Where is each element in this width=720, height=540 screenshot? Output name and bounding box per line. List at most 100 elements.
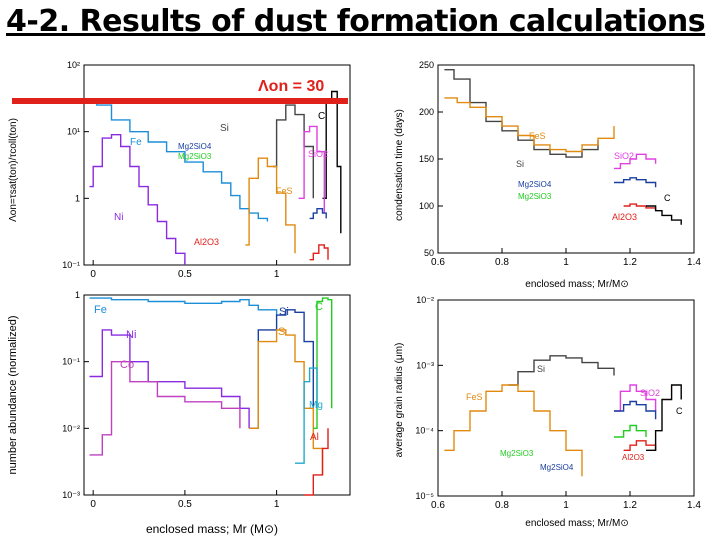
abundance-xtick-label: 0.5	[178, 499, 192, 510]
radius-label-al2o3: Al2O3	[622, 453, 645, 462]
radius-ytick-label: 10⁻⁵	[416, 491, 435, 501]
abundance-label-ni: Ni	[126, 329, 136, 341]
lambda-ylabel: Λon=τsat(ton)/τcoll(ton)	[8, 118, 19, 222]
lambda-banner-line	[12, 98, 348, 104]
radius-label-c: C	[676, 406, 683, 416]
abundance-ytick-label: 10⁻¹	[62, 357, 80, 367]
abundance-series-fe	[89, 297, 278, 316]
lambda-label-mg2sio4: Mg2SiO4	[178, 142, 212, 151]
time-series-mg2sio4	[614, 177, 657, 188]
lambda-label-sio2: SiO2	[308, 149, 328, 159]
time-label-mg2sio3: Mg2SiO3	[518, 192, 552, 201]
time-ylabel: condensation time (days)	[394, 109, 405, 221]
lambda-label-mg2sio3: Mg2SiO3	[178, 152, 212, 161]
time-ytick-label: 100	[419, 201, 434, 211]
radius-ytick-label: 10⁻²	[416, 295, 434, 305]
radius-series-si	[508, 355, 615, 386]
time-label-c: C	[664, 193, 671, 203]
radius-series-fes	[444, 384, 583, 477]
lambda-label-c: C	[318, 111, 325, 122]
time-label-si: Si	[516, 159, 524, 169]
lambda-label-al2o3: Al2O3	[194, 237, 219, 247]
time-label-sio2: SiO2	[614, 151, 634, 161]
abundance-label-fe: Fe	[94, 304, 107, 316]
lambda-ytick-label: 10⁻¹	[62, 260, 80, 270]
abundance-label-s: S	[278, 326, 285, 338]
time-ytick-label: 250	[419, 60, 434, 70]
abundance-chart: 0 0.5 1 10⁻³ 10⁻² 10⁻¹ 1 enclosed mass; Mr (M⊙…	[7, 290, 351, 536]
radius-plot-area: 0.6 0.8 1 1.2 1.4 10⁻⁵ 10⁻⁴ 10⁻³ 10⁻²	[415, 295, 701, 511]
radius-series-sio2	[614, 384, 657, 412]
abundance-label-co: Co	[120, 359, 134, 371]
abundance-ytick-label: 1	[75, 290, 80, 300]
time-plot-area: 0.6 0.8 1 1.2 1.4 50 100 150 200 250	[419, 60, 701, 268]
time-series-si	[444, 69, 599, 158]
time-ytick-label: 200	[419, 107, 434, 117]
radius-label-sio2: SiO2	[640, 388, 660, 398]
lambda-ytick-label: 10¹	[67, 127, 80, 137]
abundance-series-mg	[295, 367, 318, 464]
abundance-series-si	[249, 309, 314, 429]
time-xtick-label: 0.8	[495, 257, 509, 268]
radius-label-mg2sio4: Mg2SiO4	[540, 463, 574, 472]
radius-ytick-label: 10⁻⁴	[415, 426, 434, 436]
time-xtick-label: 1	[563, 257, 569, 268]
radius-ylabel: average grain radius (μm)	[394, 343, 405, 458]
abundance-frame	[83, 294, 351, 496]
radius-xtick-label: 1.2	[623, 500, 637, 511]
time-series-c	[646, 205, 682, 225]
abundance-plot-area: 0 0.5 1 10⁻³ 10⁻² 10⁻¹ 1	[62, 290, 351, 510]
abundance-xtick-label: 1	[274, 499, 280, 510]
time-ytick-label: 50	[424, 248, 434, 258]
radius-xtick-label: 0.6	[431, 500, 445, 511]
lambda-label-fe: Fe	[130, 137, 142, 148]
lambda-series-mg2sio4	[309, 208, 327, 220]
abundance-series-ni	[89, 329, 250, 429]
time-xtick-label: 1.4	[687, 257, 701, 268]
lambda-chart: 0 0.5 1 10⁻¹ 1 10¹ 10² Λon=τsat(ton)/τcoll(ton…	[8, 60, 351, 280]
lambda-series-c	[322, 90, 342, 234]
radius-ytick-label: 10⁻³	[416, 360, 434, 370]
radius-series-c	[646, 384, 682, 451]
radius-series-mg2sio4	[614, 400, 657, 420]
lambda-series-ni	[89, 134, 186, 265]
radius-series-al2o3	[623, 440, 657, 451]
abundance-label-si: Si	[279, 306, 289, 318]
lambda-xtick-label: 0	[90, 269, 96, 280]
lambda-series-fes	[245, 157, 296, 254]
time-series-al2o3	[623, 203, 657, 211]
lambda-frame	[83, 64, 351, 266]
time-label-mg2sio4: Mg2SiO4	[518, 180, 552, 189]
time-series-fes	[444, 97, 615, 153]
lambda-plot-area: 0 0.5 1 10⁻¹ 1 10¹ 10²	[62, 60, 351, 280]
lambda-xtick-label: 1	[274, 269, 280, 280]
abundance-ytick-label: 10⁻³	[62, 490, 80, 500]
abundance-ylabel: number abundance (normalized)	[7, 316, 19, 475]
abundance-xtick-label: 0	[90, 499, 96, 510]
radius-xlabel: enclosed mass; Mr/M⊙	[525, 518, 628, 529]
radius-label-si: Si	[537, 364, 545, 374]
lambda-ytick-label: 10²	[67, 60, 80, 70]
time-ytick-label: 150	[419, 154, 434, 164]
radius-series-mg2sio3	[614, 424, 647, 438]
lambda-label-fes: FeS	[276, 186, 293, 196]
time-label-fes: FeS	[529, 131, 546, 141]
grain-radius-chart: 0.6 0.8 1 1.2 1.4 10⁻⁵ 10⁻⁴ 10⁻³ 10⁻² enclosed m…	[394, 295, 701, 529]
abundance-label-al: Al	[310, 432, 319, 443]
lambda-label-ni: Ni	[114, 212, 123, 223]
time-xtick-label: 0.6	[431, 257, 445, 268]
lambda-ytick-label: 1	[75, 193, 80, 203]
radius-label-mg2sio3: Mg2SiO3	[500, 449, 534, 458]
abundance-label-mg: Mg	[309, 400, 323, 411]
lambda-xtick-label: 0.5	[178, 269, 192, 280]
abundance-xlabel: enclosed mass; Mr (M⊙)	[146, 522, 278, 536]
radius-xtick-label: 1.4	[687, 500, 701, 511]
condensation-time-chart: 0.6 0.8 1 1.2 1.4 50 100 150 200 250 enclosed mas…	[394, 60, 701, 290]
time-xlabel: enclosed mass; Mr/M⊙	[525, 279, 628, 290]
lambda-banner-text: Λon = 30	[258, 78, 325, 95]
time-label-al2o3: Al2O3	[612, 212, 637, 222]
lambda-series-si	[273, 104, 314, 199]
time-xtick-label: 1.2	[623, 257, 637, 268]
lambda-series-al2o3	[309, 244, 329, 261]
lambda-label-si: Si	[220, 123, 229, 134]
